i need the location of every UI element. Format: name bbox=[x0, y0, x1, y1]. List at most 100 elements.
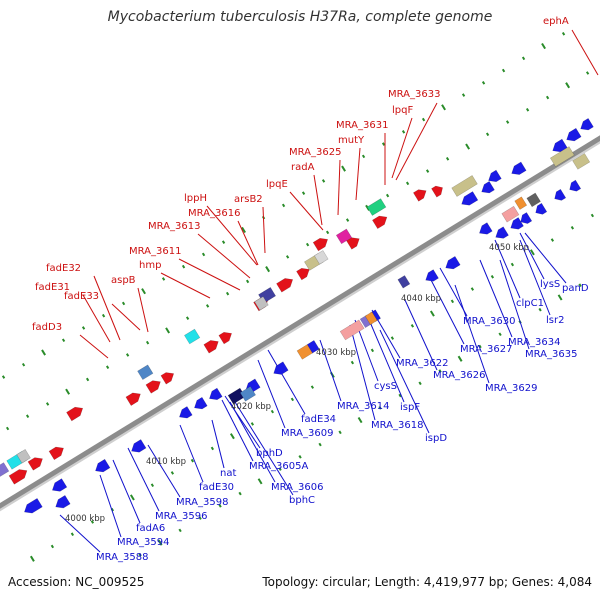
tick-mark bbox=[378, 405, 382, 410]
leader-line bbox=[257, 359, 286, 429]
reverse-gene bbox=[535, 202, 548, 215]
tick-mark bbox=[370, 348, 375, 353]
reverse-gene bbox=[273, 361, 289, 375]
feature-label-bottom: bphC bbox=[289, 495, 315, 506]
tick-mark bbox=[345, 218, 350, 222]
leader-line bbox=[99, 474, 122, 538]
tick-mark bbox=[425, 169, 430, 173]
tick-mark bbox=[405, 181, 410, 186]
tick-mark bbox=[270, 409, 275, 414]
tick-mark bbox=[298, 455, 302, 459]
tick-mark bbox=[205, 304, 210, 308]
forward-gene bbox=[8, 469, 28, 485]
feature-label-bottom: MRA_3614 bbox=[337, 401, 389, 412]
leader-line bbox=[524, 232, 567, 284]
scale-label: 4010 kbp bbox=[146, 457, 186, 467]
tick-mark bbox=[125, 353, 130, 357]
tick-mark bbox=[145, 340, 150, 345]
tick-mark bbox=[105, 365, 110, 370]
feature-label-top: mutY bbox=[338, 135, 365, 146]
leader-line bbox=[267, 349, 306, 415]
leader-line bbox=[224, 395, 261, 449]
feature-label-top: lppH bbox=[184, 193, 207, 204]
tick-mark bbox=[461, 93, 466, 97]
tick-mark bbox=[170, 471, 175, 475]
leader-line bbox=[262, 206, 266, 254]
feature-label-bottom: MRA_3605A bbox=[249, 461, 308, 472]
tick-mark bbox=[241, 226, 246, 233]
tick-mark bbox=[178, 528, 182, 533]
leader-line bbox=[59, 514, 101, 553]
tick-mark bbox=[165, 327, 171, 334]
reverse-gene bbox=[479, 222, 493, 235]
scale-label: 4040 kbp bbox=[401, 294, 441, 304]
reverse-gene bbox=[445, 255, 461, 270]
tick-mark bbox=[361, 154, 366, 159]
tick-mark bbox=[5, 426, 10, 431]
tick-mark bbox=[50, 544, 55, 549]
tick-mark bbox=[498, 332, 502, 337]
leader-line bbox=[391, 117, 413, 179]
tick-mark bbox=[550, 238, 555, 242]
leader-line bbox=[160, 272, 211, 299]
leader-line bbox=[499, 259, 530, 350]
feature-label-top: MRA_3613 bbox=[148, 221, 200, 232]
tick-mark bbox=[545, 95, 550, 100]
leader-line bbox=[127, 447, 160, 512]
genome-stats-text: Topology: circular; Length: 4,419,977 bp… bbox=[262, 575, 592, 589]
tick-mark bbox=[470, 287, 475, 291]
gene-block bbox=[526, 192, 541, 208]
feature-label-top: radA bbox=[291, 162, 315, 173]
tick-mark bbox=[538, 307, 542, 312]
feature-label-bottom: MRA_3622 bbox=[396, 358, 448, 369]
gene-block bbox=[572, 153, 591, 170]
tick-mark bbox=[305, 242, 310, 247]
leader-line bbox=[221, 399, 254, 462]
tick-mark bbox=[310, 385, 315, 389]
leader-line bbox=[429, 277, 465, 345]
leader-line bbox=[337, 159, 341, 216]
tick-mark bbox=[281, 203, 286, 208]
reverse-gene bbox=[179, 406, 193, 419]
feature-label-bottom: lsr2 bbox=[546, 315, 564, 326]
forward-gene bbox=[27, 457, 43, 471]
tick-mark bbox=[501, 68, 506, 73]
leader-line bbox=[147, 444, 181, 498]
feature-label-top: aspB bbox=[111, 275, 136, 286]
tick-mark bbox=[341, 165, 346, 172]
tick-mark bbox=[325, 230, 330, 235]
gene-block bbox=[514, 196, 528, 210]
leader-line bbox=[93, 275, 121, 341]
tick-mark bbox=[465, 143, 471, 150]
tick-mark bbox=[101, 313, 106, 318]
feature-label-bottom: cysS bbox=[374, 381, 397, 392]
accession-text: Accession: NC_009525 bbox=[8, 575, 145, 589]
tick-mark bbox=[25, 414, 30, 419]
feature-label-top: fadE31 bbox=[35, 282, 70, 293]
forward-gene bbox=[372, 215, 388, 230]
tick-mark bbox=[590, 213, 595, 218]
tick-mark bbox=[141, 288, 146, 295]
leader-line bbox=[111, 303, 141, 331]
leader-line bbox=[112, 459, 141, 524]
tick-mark bbox=[418, 381, 422, 386]
forward-gene bbox=[431, 185, 443, 198]
tick-mark bbox=[585, 71, 590, 75]
leader-line bbox=[229, 401, 276, 483]
feature-label-top: fadD3 bbox=[32, 322, 62, 333]
reverse-gene bbox=[209, 387, 223, 401]
reverse-gene bbox=[520, 212, 533, 224]
feature-label-top: MRA_3631 bbox=[336, 120, 388, 131]
leader-line bbox=[206, 205, 258, 266]
forward-gene bbox=[145, 380, 161, 394]
reverse-gene bbox=[552, 138, 568, 153]
tick-mark bbox=[257, 478, 263, 485]
forward-gene bbox=[48, 446, 64, 461]
tick-mark bbox=[485, 132, 490, 137]
feature-label-bottom: MRA_3634 bbox=[508, 337, 560, 348]
tick-mark bbox=[481, 81, 486, 85]
reverse-gene bbox=[488, 169, 502, 183]
tick-mark bbox=[561, 31, 566, 36]
reverse-gene bbox=[425, 269, 439, 282]
